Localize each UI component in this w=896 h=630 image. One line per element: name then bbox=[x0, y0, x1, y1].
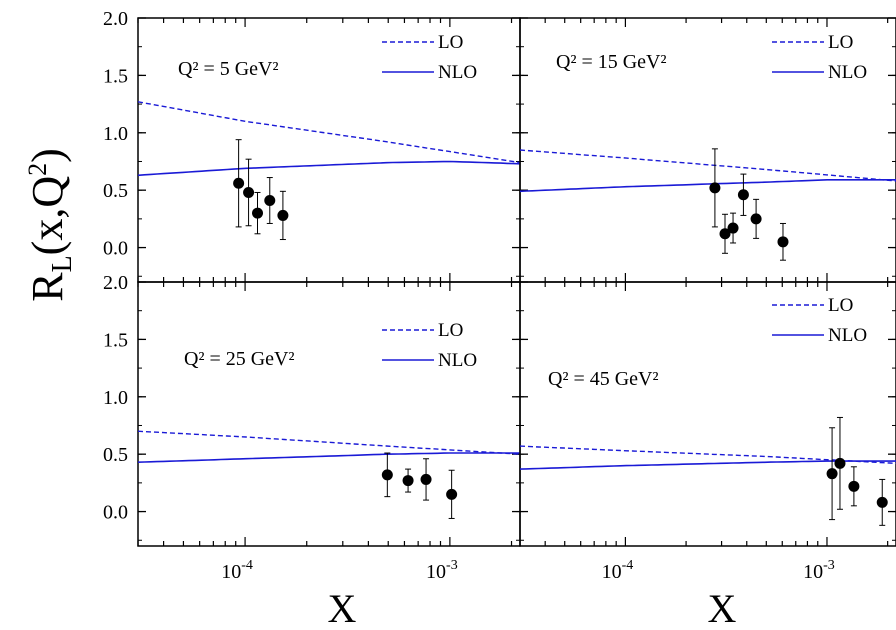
legend: LO NLO bbox=[772, 295, 867, 346]
q2-label: Q² = 45 GeV² bbox=[548, 368, 658, 390]
panel-1: 2.0 1.5 1.0 0.5 0.0 LO NLO Q² = 5 GeV² bbox=[103, 8, 521, 283]
lo-curve bbox=[138, 430, 520, 455]
panel-2: LO NLO Q² = 15 GeV² bbox=[519, 17, 896, 283]
data-point bbox=[252, 207, 264, 219]
y-tick-label: 1.5 bbox=[103, 329, 128, 351]
data-point bbox=[446, 488, 458, 500]
nlo-curve bbox=[520, 460, 896, 470]
data-point bbox=[243, 186, 255, 198]
y-axis-title-main: R bbox=[23, 272, 72, 302]
y-tick-label: 0.5 bbox=[103, 444, 128, 466]
data-point bbox=[277, 209, 289, 221]
data-point bbox=[834, 457, 846, 469]
x-tick-label: 10-4 bbox=[602, 558, 634, 583]
y-axis-title: RL(x,Q2) bbox=[23, 148, 78, 302]
panel-3: 2.0 1.5 1.0 0.5 0.0 10-4 10-3 LO NLO Q² = 25 GeV² bbox=[103, 272, 521, 583]
curves bbox=[520, 149, 896, 193]
data-point bbox=[826, 468, 838, 480]
y-tick-label: 2.0 bbox=[103, 272, 128, 294]
lo-curve bbox=[138, 101, 520, 164]
nlo-curve bbox=[138, 160, 520, 177]
legend-lo-label: LO bbox=[828, 295, 853, 316]
data-points bbox=[826, 416, 888, 526]
legend-lo-label: LO bbox=[438, 32, 463, 53]
panels: 2.0 1.5 1.0 0.5 0.0 LO NLO Q² = 5 GeV² LO NLO Q² =… bbox=[103, 8, 896, 583]
data-points bbox=[381, 452, 458, 519]
curves bbox=[138, 430, 520, 463]
x-tick-label: 10-4 bbox=[221, 558, 253, 583]
data-point bbox=[727, 222, 739, 234]
x-tick-label: 10-3 bbox=[803, 558, 835, 583]
legend: LO NLO bbox=[382, 320, 477, 371]
curves bbox=[138, 101, 520, 177]
y-tick-label: 0.5 bbox=[103, 180, 128, 202]
q2-label: Q² = 15 GeV² bbox=[556, 51, 666, 73]
legend-nlo-label: NLO bbox=[438, 62, 477, 83]
nlo-curve bbox=[520, 179, 896, 193]
legend-nlo-label: NLO bbox=[438, 350, 477, 371]
data-point bbox=[709, 182, 721, 194]
svg-text:RL(x,Q2): RL(x,Q2) bbox=[23, 148, 78, 302]
y-tick-label: 0.0 bbox=[103, 502, 128, 524]
x-tick-label: 10-3 bbox=[426, 558, 458, 583]
q2-label: Q² = 25 GeV² bbox=[184, 348, 294, 370]
data-point bbox=[719, 228, 731, 240]
data-point bbox=[381, 469, 393, 481]
data-points bbox=[709, 148, 789, 261]
x-axis-title: X bbox=[328, 586, 357, 630]
legend-nlo-label: NLO bbox=[828, 62, 867, 83]
y-axis-title-close: ) bbox=[23, 148, 72, 163]
y-axis-title-sup: 2 bbox=[23, 163, 52, 176]
legend-lo-label: LO bbox=[828, 32, 853, 53]
data-point bbox=[264, 195, 276, 207]
curves bbox=[520, 445, 896, 470]
data-point bbox=[750, 213, 762, 225]
panel-4: 10-4 10-3 LO NLO Q² = 45 GeV² bbox=[519, 281, 896, 583]
lo-curve bbox=[520, 445, 896, 465]
legend-lo-label: LO bbox=[438, 320, 463, 341]
y-tick-label: 1.0 bbox=[103, 387, 128, 409]
y-tick-label: 2.0 bbox=[103, 8, 128, 30]
data-point bbox=[876, 496, 888, 508]
data-point bbox=[737, 189, 749, 201]
y-tick-label: 0.0 bbox=[103, 238, 128, 260]
y-axis-title-sub: L bbox=[47, 255, 78, 272]
legend: LO NLO bbox=[772, 32, 867, 83]
nlo-curve bbox=[138, 452, 520, 463]
data-point bbox=[402, 475, 414, 487]
y-axis-title-args: (x,Q bbox=[23, 176, 72, 256]
data-point bbox=[233, 177, 245, 189]
x-axis-title: X bbox=[708, 586, 737, 630]
y-tick-label: 1.5 bbox=[103, 65, 128, 87]
lo-curve bbox=[520, 149, 896, 182]
q2-label: Q² = 5 GeV² bbox=[178, 58, 278, 80]
data-point bbox=[420, 473, 432, 485]
data-point bbox=[777, 236, 789, 248]
data-points bbox=[233, 139, 289, 241]
legend-nlo-label: NLO bbox=[828, 325, 867, 346]
panel-frame bbox=[519, 281, 896, 547]
y-tick-label: 1.0 bbox=[103, 123, 128, 145]
legend: LO NLO bbox=[382, 32, 477, 83]
data-point bbox=[848, 480, 860, 492]
